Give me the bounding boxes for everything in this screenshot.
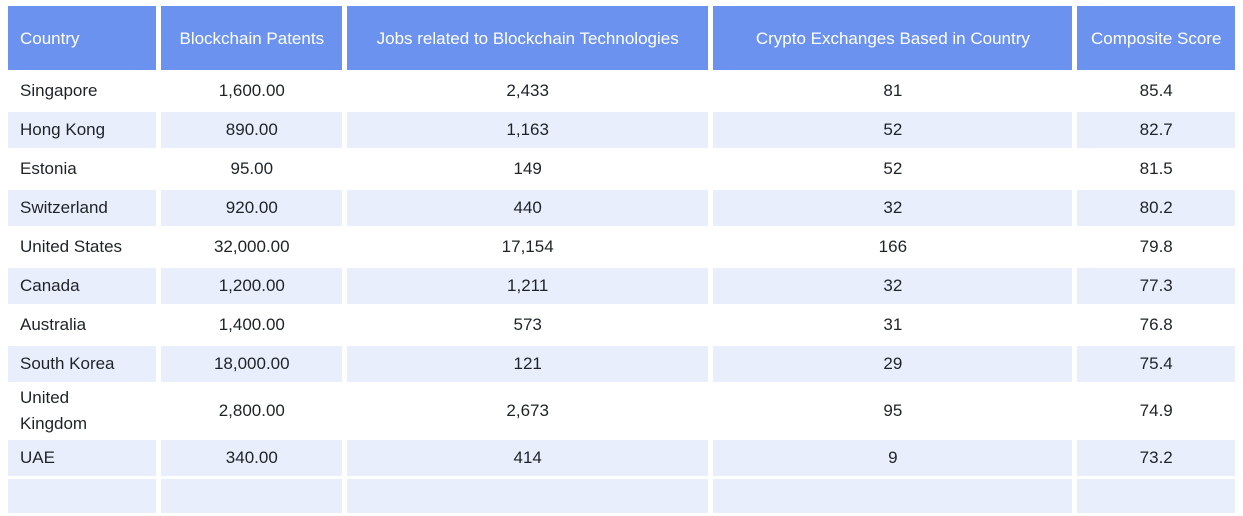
cell-exchanges: 52 xyxy=(713,151,1073,187)
cell-exchanges: 31 xyxy=(713,307,1073,343)
cell-exchanges: 52 xyxy=(713,112,1073,148)
cell-country: Singapore xyxy=(8,73,157,109)
blockchain-country-table: Country Blockchain Patents Jobs related … xyxy=(3,3,1240,516)
header-country: Country xyxy=(8,6,157,70)
cell-jobs: 414 xyxy=(347,440,709,476)
cell-score: 85.4 xyxy=(1077,73,1235,109)
table-row: Australia 1,400.00 573 31 76.8 xyxy=(8,307,1235,343)
table-row: UAE 340.00 414 9 73.2 xyxy=(8,440,1235,476)
cell-country: United States xyxy=(8,229,157,265)
cell-jobs: 2,433 xyxy=(347,73,709,109)
cell-exchanges: 32 xyxy=(713,190,1073,226)
cell-jobs: 573 xyxy=(347,307,709,343)
cell-patents: 1,200.00 xyxy=(161,268,343,304)
cell-score: 76.8 xyxy=(1077,307,1235,343)
cell-jobs xyxy=(347,479,709,513)
header-composite-score: Composite Score xyxy=(1077,6,1235,70)
cell-exchanges: 166 xyxy=(713,229,1073,265)
cell-country: Canada xyxy=(8,268,157,304)
cell-score: 77.3 xyxy=(1077,268,1235,304)
cell-patents xyxy=(161,479,343,513)
cell-score xyxy=(1077,479,1235,513)
table-row: Canada 1,200.00 1,211 32 77.3 xyxy=(8,268,1235,304)
cell-country: Estonia xyxy=(8,151,157,187)
cell-patents: 340.00 xyxy=(161,440,343,476)
table-row-partial xyxy=(8,479,1235,513)
cell-jobs: 1,163 xyxy=(347,112,709,148)
cell-score: 81.5 xyxy=(1077,151,1235,187)
cell-score: 79.8 xyxy=(1077,229,1235,265)
cell-country: United Kingdom xyxy=(8,385,157,437)
cell-patents: 890.00 xyxy=(161,112,343,148)
cell-jobs: 149 xyxy=(347,151,709,187)
cell-score: 74.9 xyxy=(1077,385,1235,437)
cell-patents: 1,600.00 xyxy=(161,73,343,109)
table-body: Singapore 1,600.00 2,433 81 85.4 Hong Ko… xyxy=(8,73,1235,513)
cell-country: South Korea xyxy=(8,346,157,382)
cell-patents: 920.00 xyxy=(161,190,343,226)
cell-exchanges: 29 xyxy=(713,346,1073,382)
cell-jobs: 440 xyxy=(347,190,709,226)
table-row: United Kingdom 2,800.00 2,673 95 74.9 xyxy=(8,385,1235,437)
cell-patents: 18,000.00 xyxy=(161,346,343,382)
cell-exchanges: 95 xyxy=(713,385,1073,437)
cell-exchanges: 81 xyxy=(713,73,1073,109)
header-crypto-exchanges: Crypto Exchanges Based in Country xyxy=(713,6,1073,70)
cell-patents: 2,800.00 xyxy=(161,385,343,437)
table-row: Singapore 1,600.00 2,433 81 85.4 xyxy=(8,73,1235,109)
cell-score: 75.4 xyxy=(1077,346,1235,382)
table-row: Hong Kong 890.00 1,163 52 82.7 xyxy=(8,112,1235,148)
cell-score: 73.2 xyxy=(1077,440,1235,476)
table-row: Switzerland 920.00 440 32 80.2 xyxy=(8,190,1235,226)
cell-country: Switzerland xyxy=(8,190,157,226)
table-row: United States 32,000.00 17,154 166 79.8 xyxy=(8,229,1235,265)
table-row: South Korea 18,000.00 121 29 75.4 xyxy=(8,346,1235,382)
header-blockchain-patents: Blockchain Patents xyxy=(161,6,343,70)
cell-score: 82.7 xyxy=(1077,112,1235,148)
table-row: Estonia 95.00 149 52 81.5 xyxy=(8,151,1235,187)
cell-exchanges: 32 xyxy=(713,268,1073,304)
cell-country: Hong Kong xyxy=(8,112,157,148)
cell-patents: 32,000.00 xyxy=(161,229,343,265)
header-row: Country Blockchain Patents Jobs related … xyxy=(8,6,1235,70)
cell-country: Australia xyxy=(8,307,157,343)
table-header: Country Blockchain Patents Jobs related … xyxy=(8,6,1235,70)
cell-patents: 1,400.00 xyxy=(161,307,343,343)
cell-score: 80.2 xyxy=(1077,190,1235,226)
cell-jobs: 17,154 xyxy=(347,229,709,265)
cell-exchanges: 9 xyxy=(713,440,1073,476)
cell-country: UAE xyxy=(8,440,157,476)
header-jobs-related-to-blockchain: Jobs related to Blockchain Technologies xyxy=(347,6,709,70)
cell-jobs: 1,211 xyxy=(347,268,709,304)
cell-exchanges xyxy=(713,479,1073,513)
cell-jobs: 121 xyxy=(347,346,709,382)
cell-patents: 95.00 xyxy=(161,151,343,187)
cell-jobs: 2,673 xyxy=(347,385,709,437)
cell-country xyxy=(8,479,157,513)
